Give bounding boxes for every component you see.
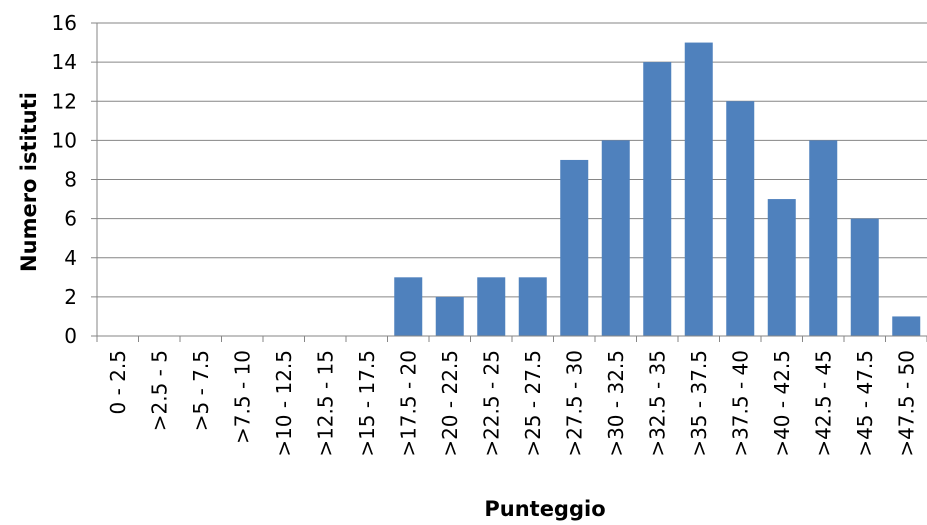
x-tick-label: >7.5 - 10: [230, 350, 254, 444]
x-axis-title: Punteggio: [484, 497, 605, 521]
y-tick-label: 14: [52, 50, 77, 74]
x-tick-label: >17.5 - 20: [396, 350, 420, 457]
x-tick-label: >12.5 - 15: [313, 350, 337, 457]
y-tick-label: 16: [52, 11, 77, 35]
bar: [643, 62, 672, 336]
bar: [518, 277, 547, 336]
x-tick-label: >40 - 42.5: [770, 350, 794, 457]
x-tick-label: >27.5 - 30: [562, 350, 586, 457]
y-tick-label: 2: [64, 285, 77, 309]
bar: [726, 101, 755, 336]
x-tick-label: >47.5 - 50: [894, 350, 918, 457]
y-tick-label: 12: [52, 89, 77, 113]
x-tick-label: >5 - 7.5: [189, 350, 213, 431]
bar: [477, 277, 506, 336]
bar: [684, 42, 713, 336]
y-tick-label: 0: [64, 324, 77, 348]
bar: [850, 218, 879, 336]
x-tick-label: 0 - 2.5: [106, 350, 130, 414]
y-tick-label: 8: [64, 168, 77, 192]
x-tick-label: >37.5 - 40: [728, 350, 752, 457]
x-tick-label: >20 - 22.5: [438, 350, 462, 457]
y-axis-title: Numero istituti: [17, 92, 41, 272]
bar: [560, 159, 589, 336]
bar: [809, 140, 838, 336]
x-tick-label: >32.5 - 35: [645, 350, 669, 457]
y-tick-labels: 0 2 4 6 8 10 12 14 16: [52, 11, 77, 348]
x-tick-label: >15 - 17.5: [355, 350, 379, 457]
x-tick-label: >22.5 - 25: [479, 350, 503, 457]
bar: [435, 296, 464, 336]
y-tick-label: 6: [64, 207, 77, 231]
axes: [96, 23, 927, 342]
x-tick-label: >35 - 37.5: [687, 350, 711, 457]
bars: [394, 42, 921, 336]
x-tick-labels: 0 - 2.5 >2.5 - 5 >5 - 7.5 >7.5 - 10 >10 - 12…: [106, 350, 919, 457]
gridlines: [91, 22, 927, 337]
x-tick-label: >25 - 27.5: [521, 350, 545, 457]
bar: [394, 277, 423, 336]
y-tick-label: 4: [64, 246, 77, 270]
x-tick-label: >42.5 - 45: [811, 350, 835, 457]
x-tick-label: >45 - 47.5: [853, 350, 877, 457]
y-tick-label: 10: [52, 128, 77, 152]
bar: [892, 316, 921, 336]
x-tick-label: >10 - 12.5: [272, 350, 296, 457]
bar: [767, 199, 796, 336]
x-tick-label: >30 - 32.5: [604, 350, 628, 457]
bar: [601, 140, 630, 336]
x-tick-label: >2.5 - 5: [147, 350, 171, 431]
